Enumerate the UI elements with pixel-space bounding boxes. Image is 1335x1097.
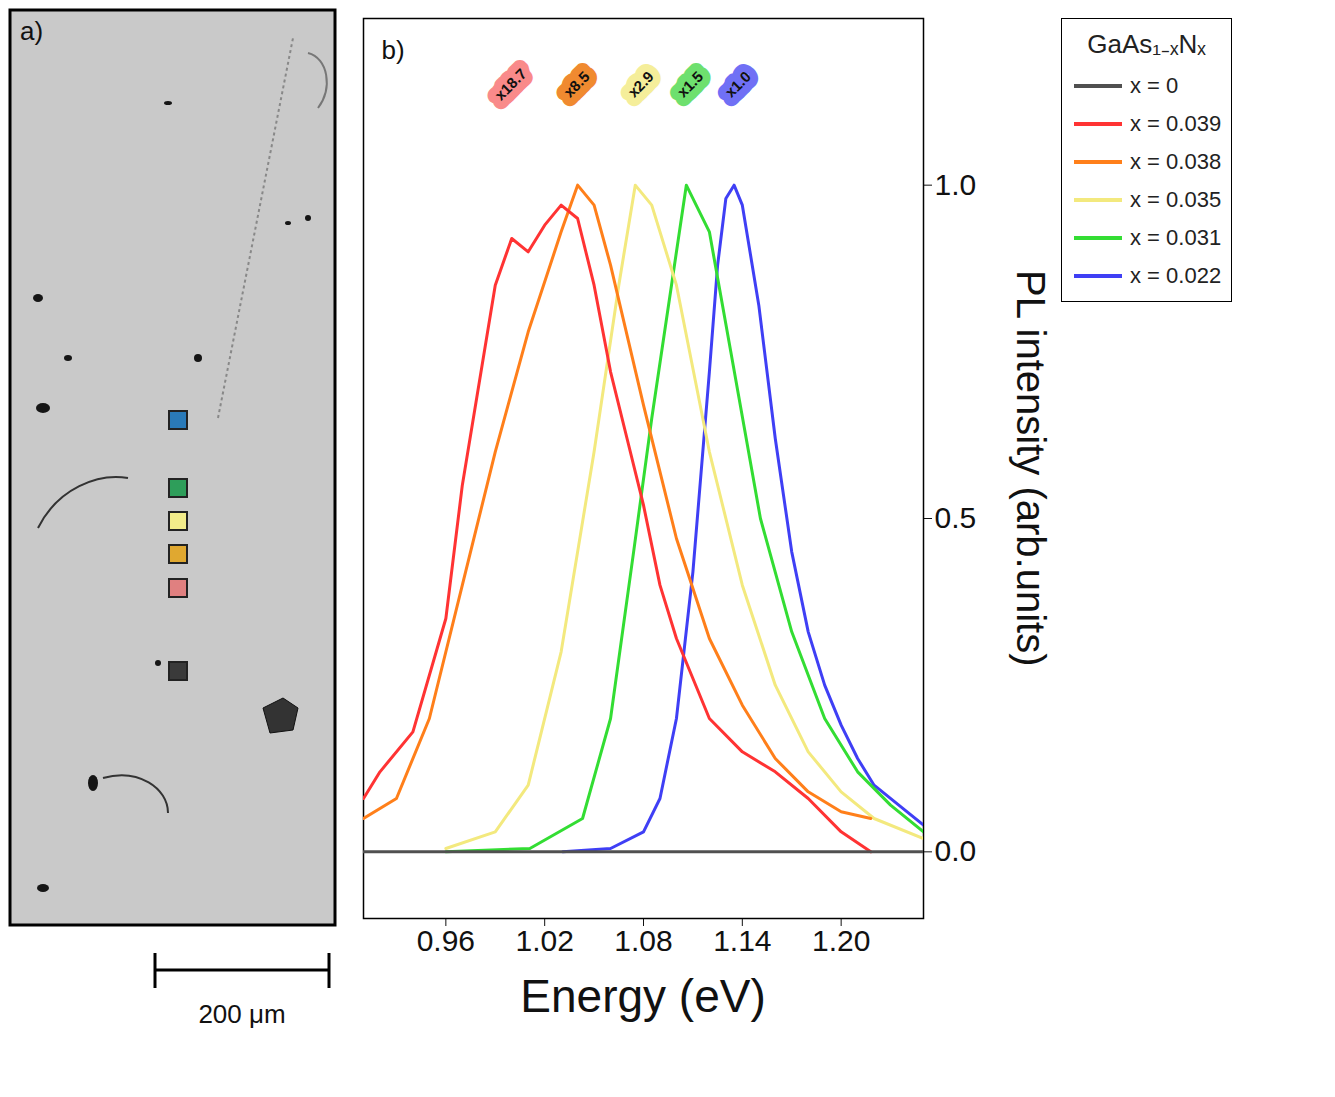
html-text:x = 0: x = 0 xyxy=(1130,73,1179,98)
html-text:x = 0.022: x = 0.022 xyxy=(1130,263,1222,288)
svg-text:x8.5: x8.5 xyxy=(560,68,593,101)
svg-text:1.20: 1.20 xyxy=(812,924,870,957)
svg-text:1.14: 1.14 xyxy=(713,924,771,957)
svg-text:a): a) xyxy=(20,16,43,46)
svg-text:200 μm: 200 μm xyxy=(198,999,285,1029)
html-text:x = 0.031: x = 0.031 xyxy=(1130,225,1222,250)
svg-text:1.02: 1.02 xyxy=(515,924,573,957)
svg-text:x1.0: x1.0 xyxy=(721,68,754,101)
svg-text:x2.9: x2.9 xyxy=(624,68,657,101)
html-text:x = 0.039: x = 0.039 xyxy=(1130,111,1222,136)
html-text:x = 0.038: x = 0.038 xyxy=(1130,149,1222,174)
svg-text:1.0: 1.0 xyxy=(935,168,977,201)
html-text:Energy (eV): Energy (eV) xyxy=(520,970,766,1022)
svg-text:x18.7: x18.7 xyxy=(491,65,530,104)
html-text:x = 0.035: x = 0.035 xyxy=(1130,187,1222,212)
html-text:PL intensity (arb.units): PL intensity (arb.units) xyxy=(1009,269,1053,667)
svg-text:0.5: 0.5 xyxy=(935,501,977,534)
svg-text:0.96: 0.96 xyxy=(417,924,475,957)
svg-text:x1.5: x1.5 xyxy=(674,68,707,101)
svg-text:0.0: 0.0 xyxy=(935,834,977,867)
html-text:GaAs₁₋ₓNₓ: GaAs₁₋ₓNₓ xyxy=(1087,29,1206,59)
svg-text:1.08: 1.08 xyxy=(614,924,672,957)
svg-text:b): b) xyxy=(382,35,405,65)
